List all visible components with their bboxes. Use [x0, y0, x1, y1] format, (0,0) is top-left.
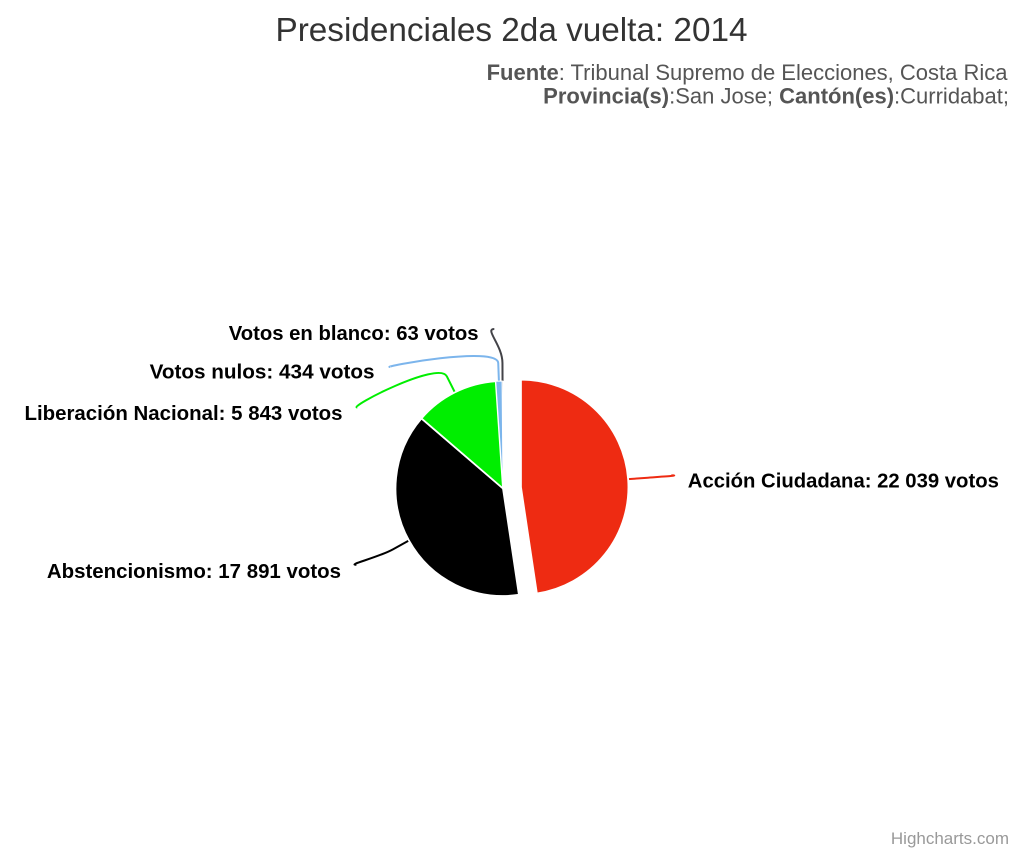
svg-text:Votos en blanco: 63 votos: Votos en blanco: 63 votos [229, 323, 479, 345]
svg-text:Provincia(s):San Jose; Cantón(: Provincia(s):San Jose; Cantón(es):Currid… [543, 84, 1009, 109]
svg-text:Fuente: Tribunal Supremo de El: Fuente: Tribunal Supremo de Elecciones, … [487, 60, 1009, 85]
svg-text:Presidenciales 2da vuelta: 201: Presidenciales 2da vuelta: 2014 [275, 12, 747, 49]
svg-text:Votos nulos: 434 votos: Votos nulos: 434 votos [150, 361, 375, 384]
svg-text:Liberación Nacional: 5 843 vot: Liberación Nacional: 5 843 votos [24, 402, 342, 425]
svg-text:Highcharts.com: Highcharts.com [891, 829, 1009, 848]
svg-text:Acción Ciudadana: 22 039 votos: Acción Ciudadana: 22 039 votos [688, 470, 999, 492]
svg-text:Abstencionismo: 17 891 votos: Abstencionismo: 17 891 votos [47, 560, 341, 583]
